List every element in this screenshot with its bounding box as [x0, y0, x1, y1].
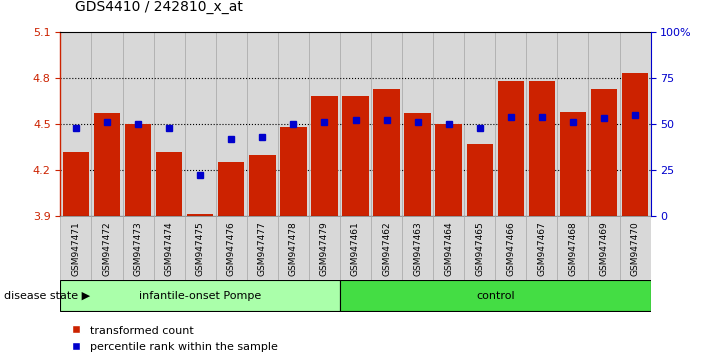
Text: GSM947464: GSM947464 — [444, 221, 453, 276]
Bar — [589, 32, 619, 216]
FancyBboxPatch shape — [278, 216, 309, 280]
Bar — [125, 124, 151, 216]
Bar — [185, 32, 215, 216]
FancyBboxPatch shape — [122, 216, 154, 280]
Bar — [94, 113, 120, 216]
FancyBboxPatch shape — [340, 280, 651, 311]
Bar — [249, 155, 276, 216]
Text: GSM947472: GSM947472 — [102, 221, 112, 276]
Text: GSM947465: GSM947465 — [475, 221, 484, 276]
FancyBboxPatch shape — [557, 216, 589, 280]
Text: GSM947462: GSM947462 — [382, 221, 391, 276]
FancyBboxPatch shape — [371, 216, 402, 280]
FancyBboxPatch shape — [309, 216, 340, 280]
Text: GSM947479: GSM947479 — [320, 221, 329, 276]
Bar — [156, 152, 182, 216]
Bar — [622, 73, 648, 216]
Bar — [340, 32, 371, 216]
Bar — [371, 32, 402, 216]
Text: GSM947476: GSM947476 — [227, 221, 236, 276]
Bar — [311, 96, 338, 216]
Text: GSM947470: GSM947470 — [631, 221, 639, 276]
FancyBboxPatch shape — [154, 216, 185, 280]
FancyBboxPatch shape — [247, 216, 278, 280]
FancyBboxPatch shape — [589, 216, 619, 280]
Text: control: control — [476, 291, 515, 301]
Bar — [154, 32, 185, 216]
Text: GSM947471: GSM947471 — [72, 221, 80, 276]
FancyBboxPatch shape — [402, 216, 433, 280]
FancyBboxPatch shape — [340, 216, 371, 280]
Bar — [557, 32, 589, 216]
Bar — [342, 96, 369, 216]
Bar — [529, 81, 555, 216]
Text: GSM947475: GSM947475 — [196, 221, 205, 276]
Bar — [122, 32, 154, 216]
Text: disease state ▶: disease state ▶ — [4, 291, 90, 301]
Text: GSM947463: GSM947463 — [413, 221, 422, 276]
Bar — [218, 162, 245, 216]
FancyBboxPatch shape — [60, 216, 92, 280]
Bar — [405, 113, 431, 216]
Bar — [496, 32, 526, 216]
Bar — [466, 144, 493, 216]
Bar — [619, 32, 651, 216]
Bar — [187, 215, 213, 216]
Bar — [247, 32, 278, 216]
FancyBboxPatch shape — [433, 216, 464, 280]
FancyBboxPatch shape — [464, 216, 496, 280]
Text: GSM947474: GSM947474 — [165, 221, 173, 276]
FancyBboxPatch shape — [215, 216, 247, 280]
FancyBboxPatch shape — [185, 216, 215, 280]
FancyBboxPatch shape — [526, 216, 557, 280]
Bar — [498, 81, 524, 216]
Bar — [433, 32, 464, 216]
Bar — [63, 152, 89, 216]
Bar — [373, 88, 400, 216]
Bar — [591, 88, 617, 216]
Bar — [526, 32, 557, 216]
Bar — [464, 32, 496, 216]
Text: GDS4410 / 242810_x_at: GDS4410 / 242810_x_at — [75, 0, 242, 14]
Bar — [435, 124, 462, 216]
FancyBboxPatch shape — [496, 216, 526, 280]
Bar — [278, 32, 309, 216]
Text: GSM947468: GSM947468 — [568, 221, 577, 276]
Bar — [280, 127, 306, 216]
Text: GSM947473: GSM947473 — [134, 221, 143, 276]
FancyBboxPatch shape — [92, 216, 122, 280]
Bar — [92, 32, 122, 216]
Text: GSM947466: GSM947466 — [506, 221, 515, 276]
Bar — [60, 32, 92, 216]
Text: GSM947467: GSM947467 — [538, 221, 546, 276]
Text: GSM947477: GSM947477 — [258, 221, 267, 276]
Bar — [402, 32, 433, 216]
Bar — [215, 32, 247, 216]
Legend: transformed count, percentile rank within the sample: transformed count, percentile rank withi… — [66, 321, 283, 354]
FancyBboxPatch shape — [619, 216, 651, 280]
Text: infantile-onset Pompe: infantile-onset Pompe — [139, 291, 262, 301]
Text: GSM947478: GSM947478 — [289, 221, 298, 276]
Bar — [309, 32, 340, 216]
Bar — [560, 112, 586, 216]
Text: GSM947469: GSM947469 — [599, 221, 609, 276]
Text: GSM947461: GSM947461 — [351, 221, 360, 276]
FancyBboxPatch shape — [60, 280, 340, 311]
